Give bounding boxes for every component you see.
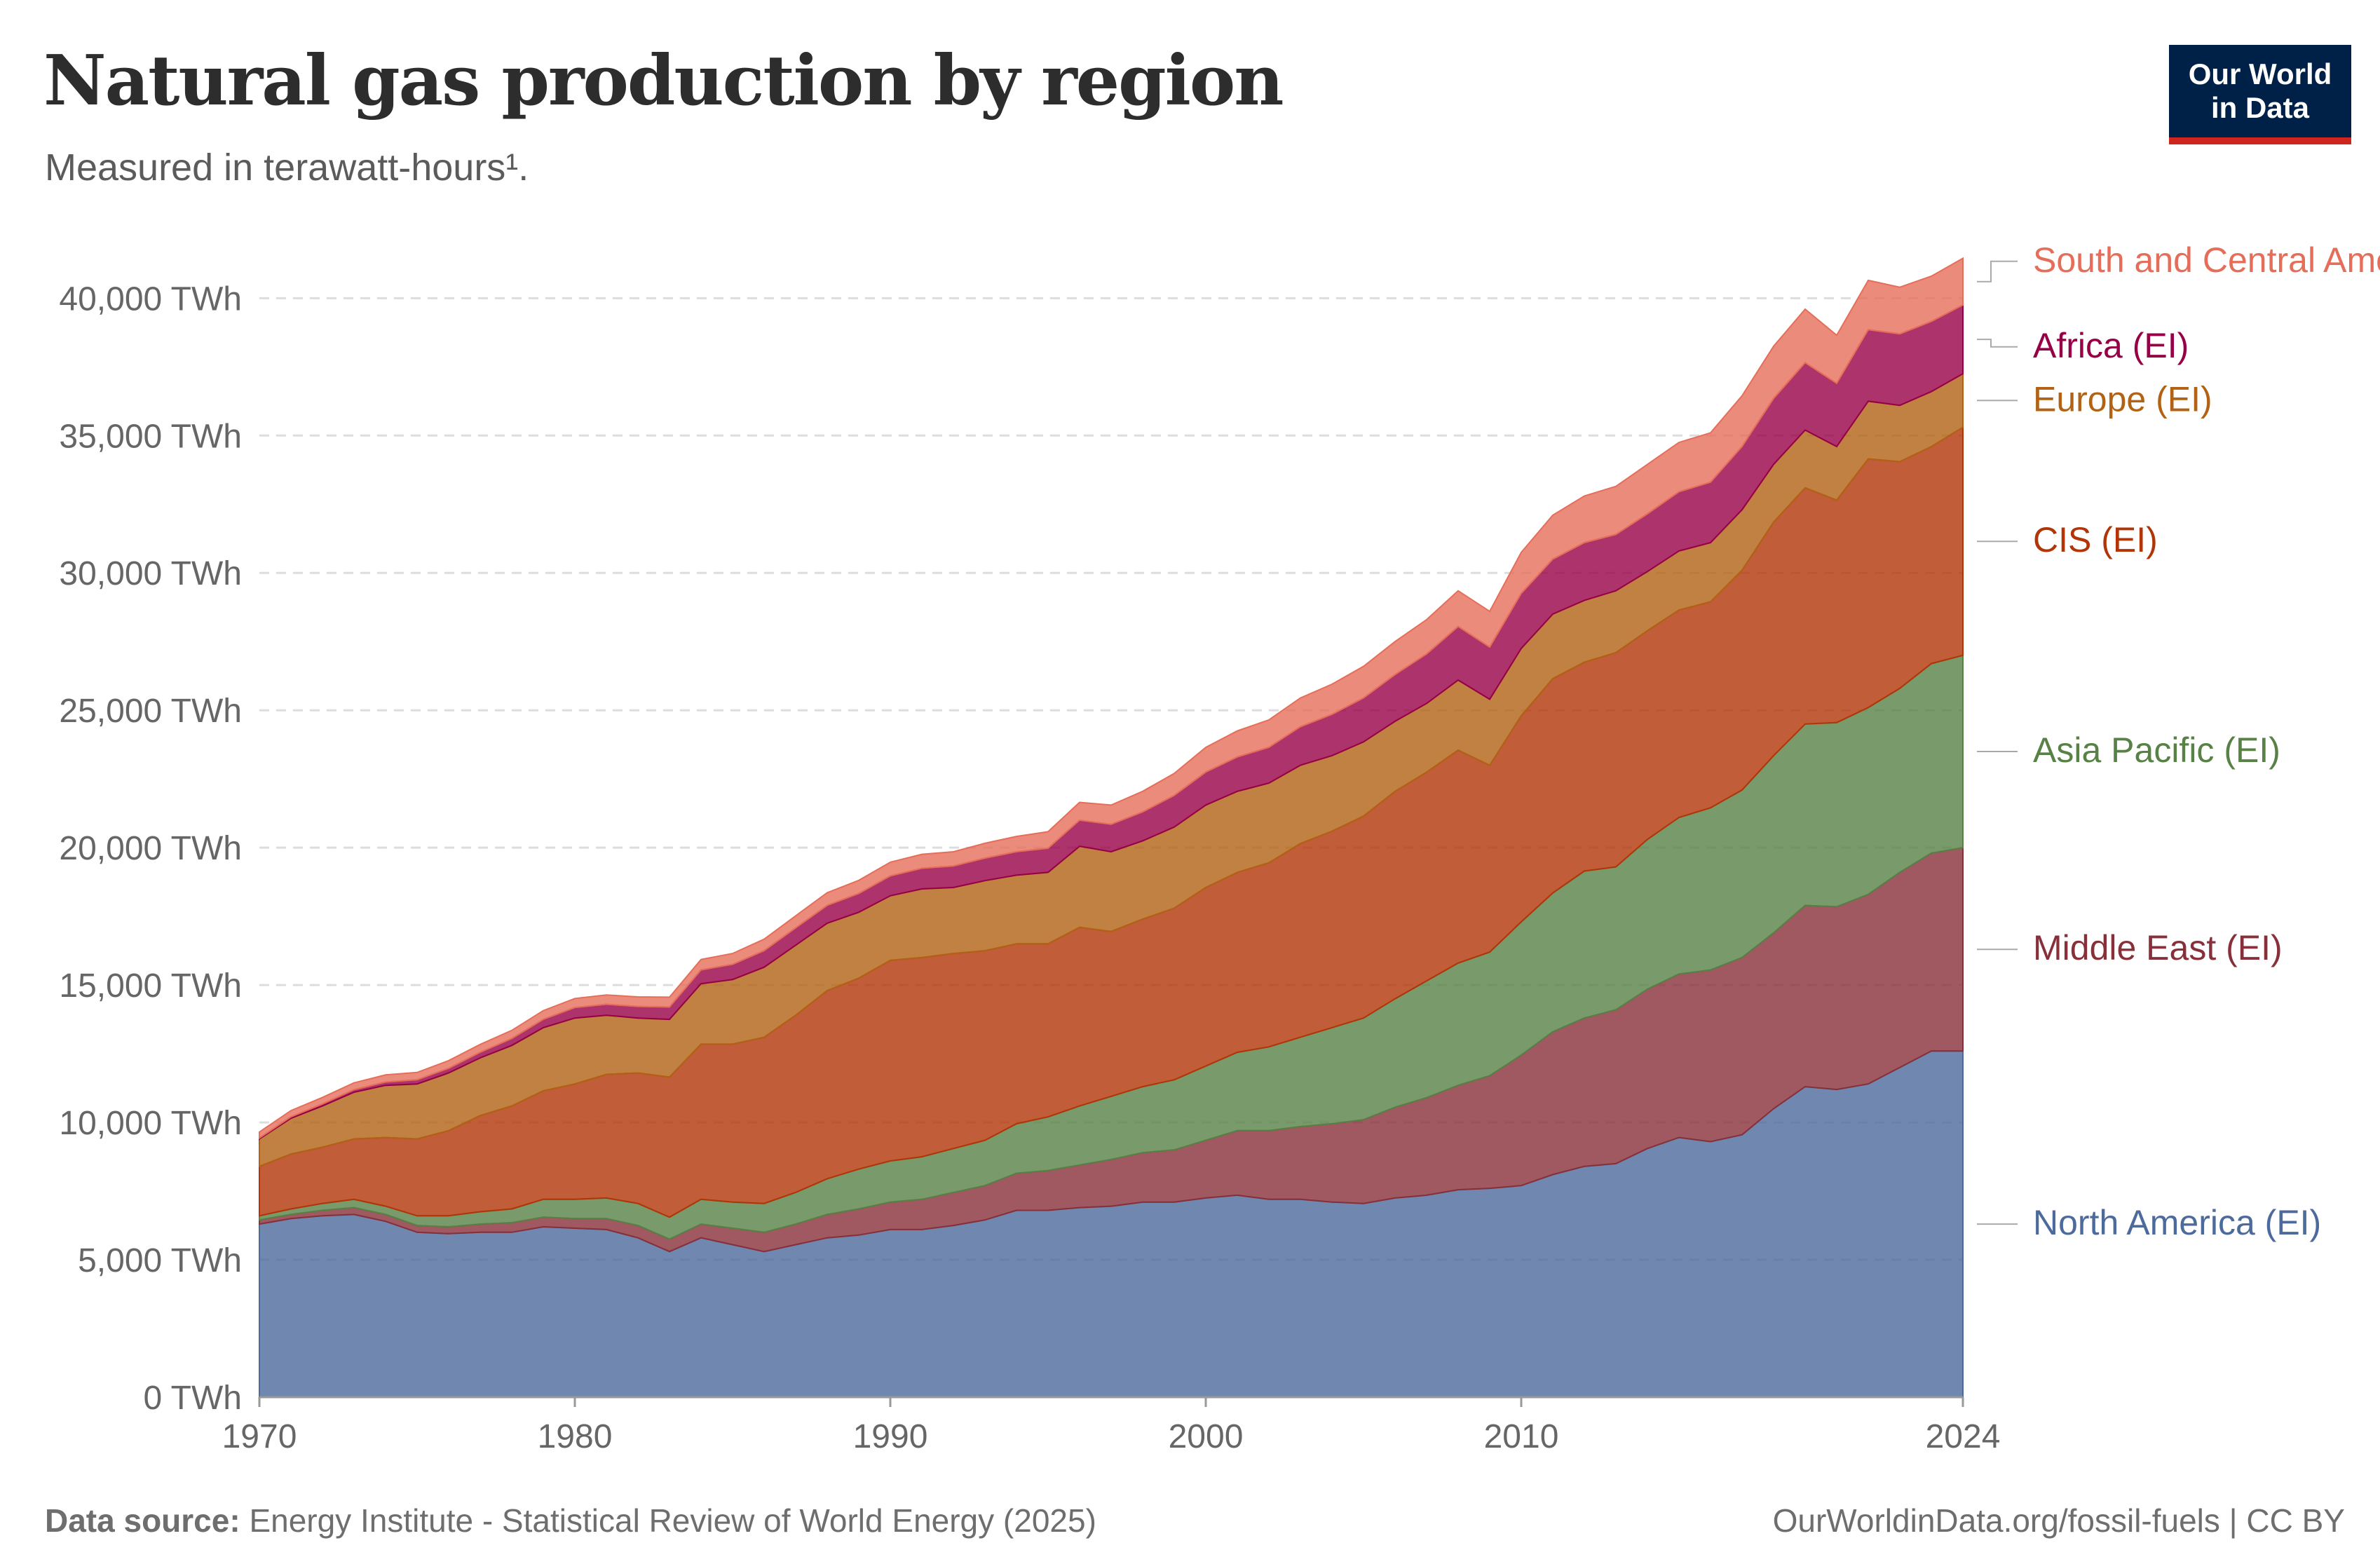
y-tick-label: 40,000 TWh	[59, 280, 242, 318]
owid-logo[interactable]: Our World in Data	[2169, 45, 2351, 144]
legend: South and Central America (EI) Africa (EI…	[1977, 240, 2380, 1242]
legend-label-4[interactable]: Europe (EI)	[2033, 379, 2212, 419]
logo-line-2: in Data	[2210, 91, 2310, 124]
area-series-6[interactable]	[259, 257, 1964, 1140]
data-source-note: Data source: Energy Institute - Statisti…	[45, 1502, 1096, 1539]
x-tick-label: 2010	[1484, 1418, 1559, 1455]
area-series	[259, 257, 1964, 1398]
source-link[interactable]: OurWorldinData.org/fossil-fuels | CC BY	[1772, 1502, 2345, 1539]
y-tick-label: 0 TWh	[144, 1380, 242, 1417]
y-tick-label: 10,000 TWh	[59, 1105, 242, 1142]
data-source-label: Data source:	[45, 1502, 240, 1539]
x-tick-label: 1980	[538, 1418, 613, 1455]
y-tick-label: 15,000 TWh	[59, 967, 242, 1005]
data-source-text: Energy Institute - Statistical Review of…	[249, 1502, 1096, 1539]
legend-label-2[interactable]: Asia Pacific (EI)	[2033, 730, 2280, 770]
x-tick-label: 1990	[853, 1418, 928, 1455]
legend-label-3[interactable]: CIS (EI)	[2033, 520, 2158, 559]
axes: 0 TWh 5,000 TWh 10,000 TWh 15,000 TWh 20,000…	[59, 280, 2000, 1455]
legend-connector	[1977, 260, 2018, 283]
y-tick-label: 35,000 TWh	[59, 418, 242, 455]
y-tick-label: 5,000 TWh	[78, 1242, 242, 1279]
chart-subtitle: Measured in terawatt-hours¹.	[45, 147, 529, 189]
chart-title: Natural gas production by region	[43, 41, 1284, 121]
y-tick-label: 30,000 TWh	[59, 555, 242, 592]
legend-label-6[interactable]: South and Central America (EI)	[2033, 240, 2380, 280]
legend-connector	[1977, 339, 2018, 348]
legend-label-0[interactable]: North America (EI)	[2033, 1203, 2321, 1242]
y-tick-label: 25,000 TWh	[59, 693, 242, 730]
legend-label-5[interactable]: Africa (EI)	[2033, 326, 2189, 365]
logo-line-1: Our World	[2188, 57, 2332, 90]
x-tick-label: 2024	[1926, 1418, 2001, 1455]
x-tick-label: 1970	[222, 1418, 297, 1455]
y-tick-label: 20,000 TWh	[59, 830, 242, 867]
legend-label-1[interactable]: Middle East (EI)	[2033, 928, 2283, 967]
x-tick-label: 2000	[1169, 1418, 1244, 1455]
